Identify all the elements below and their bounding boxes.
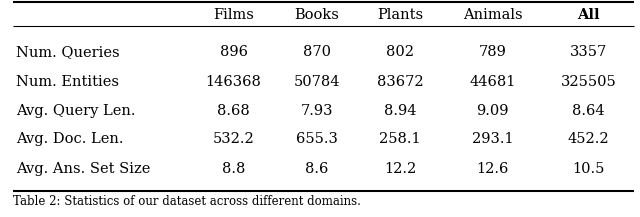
Text: 12.2: 12.2 (384, 162, 416, 176)
Text: 83672: 83672 (377, 76, 423, 89)
Text: 802: 802 (386, 45, 414, 59)
Text: 8.94: 8.94 (384, 104, 416, 118)
Text: 452.2: 452.2 (568, 132, 610, 146)
Text: Num. Entities: Num. Entities (16, 76, 119, 89)
Text: 325505: 325505 (561, 76, 617, 89)
Text: Films: Films (213, 8, 254, 22)
Text: Avg. Query Len.: Avg. Query Len. (16, 104, 136, 118)
Text: All: All (577, 8, 600, 22)
Text: 44681: 44681 (470, 76, 516, 89)
Text: Plants: Plants (377, 8, 423, 22)
Text: 789: 789 (479, 45, 507, 59)
Text: 870: 870 (303, 45, 331, 59)
Text: 3357: 3357 (570, 45, 607, 59)
Text: 8.8: 8.8 (222, 162, 245, 176)
Text: 655.3: 655.3 (296, 132, 338, 146)
Text: 258.1: 258.1 (379, 132, 421, 146)
Text: 8.64: 8.64 (573, 104, 605, 118)
Text: 7.93: 7.93 (301, 104, 333, 118)
Text: 12.6: 12.6 (477, 162, 509, 176)
Text: Avg. Ans. Set Size: Avg. Ans. Set Size (16, 162, 150, 176)
Text: 10.5: 10.5 (573, 162, 605, 176)
Text: Avg. Doc. Len.: Avg. Doc. Len. (16, 132, 124, 146)
Text: 896: 896 (220, 45, 248, 59)
Text: Table 2: Statistics of our dataset across different domains.: Table 2: Statistics of our dataset acros… (13, 195, 361, 208)
Text: Num. Queries: Num. Queries (16, 45, 120, 59)
Text: 532.2: 532.2 (212, 132, 255, 146)
Text: Books: Books (294, 8, 339, 22)
Text: Animals: Animals (463, 8, 523, 22)
Text: 8.6: 8.6 (305, 162, 328, 176)
Text: 8.68: 8.68 (217, 104, 250, 118)
Text: 293.1: 293.1 (472, 132, 514, 146)
Text: 146368: 146368 (205, 76, 262, 89)
Text: 9.09: 9.09 (477, 104, 509, 118)
Text: 50784: 50784 (294, 76, 340, 89)
